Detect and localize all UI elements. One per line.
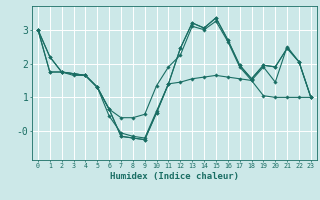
X-axis label: Humidex (Indice chaleur): Humidex (Indice chaleur) xyxy=(110,172,239,181)
